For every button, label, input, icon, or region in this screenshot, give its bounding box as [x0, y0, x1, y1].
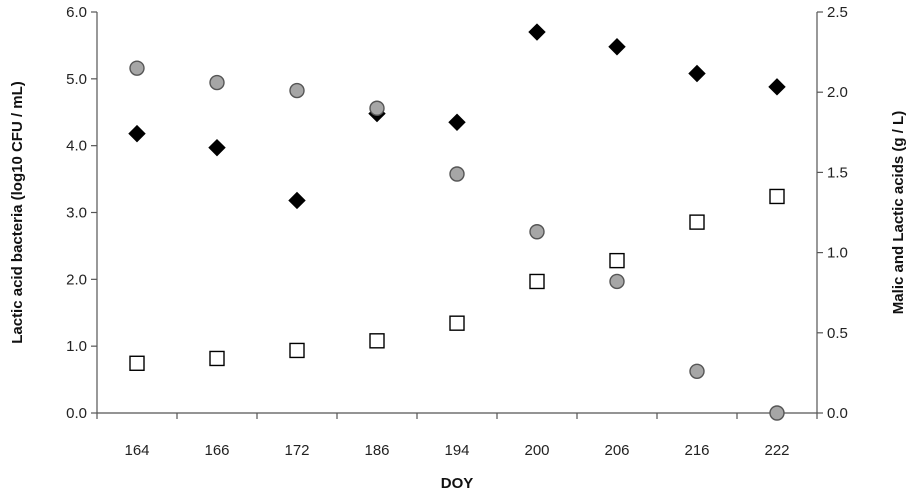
left-tick-label: 4.0	[66, 138, 87, 155]
diamond-point	[528, 23, 546, 41]
x-tick-label: 172	[284, 442, 309, 459]
diamond-point	[128, 124, 146, 143]
x-tick-label: 206	[604, 442, 629, 459]
left-tick-label: 1.0	[66, 338, 87, 355]
circle-point	[129, 60, 145, 76]
left-tick-label: 6.0	[66, 4, 87, 21]
diamond-point	[448, 113, 466, 131]
left-tick-label: 2.0	[66, 271, 87, 288]
x-tick-label: 194	[444, 442, 469, 459]
square-point	[529, 273, 545, 290]
circle-point	[369, 100, 385, 116]
right-tick-label: 0.5	[827, 325, 848, 342]
circle-point	[289, 82, 305, 99]
square-point	[689, 214, 705, 230]
right-tick-label: 0.0	[827, 405, 848, 422]
data-marks	[128, 23, 786, 421]
circle-point	[529, 224, 545, 240]
circle-point	[609, 273, 625, 290]
axes	[91, 11, 823, 419]
x-tick-label: 166	[204, 442, 229, 459]
x-tick-label: 200	[524, 442, 549, 459]
right-tick-label: 1.5	[827, 164, 848, 181]
left-tick-label: 3.0	[66, 205, 87, 222]
square-point	[769, 188, 785, 205]
x-tick-label: 164	[124, 442, 149, 459]
diamond-point	[288, 191, 306, 210]
left-tick-label: 0.0	[66, 405, 87, 422]
x-tick-label: 222	[764, 442, 789, 459]
square-point	[369, 333, 385, 349]
square-point	[129, 355, 145, 371]
left-tick-label: 5.0	[66, 71, 87, 88]
tick-labels: 0.0 1.0 2.0 3.0 4.0 5.0 6.0 0.0 0.5 1.0 1.5 2.0 2.5 1…	[66, 4, 848, 459]
circle-point	[769, 405, 785, 421]
x-axis-title: DOY	[441, 475, 474, 492]
circle-point	[689, 363, 705, 379]
x-tick-label: 216	[684, 442, 709, 459]
right-tick-label: 2.0	[827, 84, 848, 101]
x-tick-label: 186	[364, 442, 389, 459]
right-tick-label: 1.0	[827, 245, 848, 262]
square-point	[289, 342, 305, 359]
diamond-point	[688, 64, 706, 83]
diamond-point	[208, 138, 226, 157]
square-point	[449, 315, 465, 331]
diamond-point	[608, 38, 626, 56]
y-axis-title: Lactic acid bacteria (log10 CFU / mL)	[9, 81, 26, 344]
right-tick-label: 2.5	[827, 4, 848, 21]
square-point	[209, 350, 225, 367]
square-point	[609, 252, 625, 269]
circle-point	[449, 166, 465, 182]
y2-axis-title: Malic and Lactic acids (g / L)	[890, 111, 907, 314]
diamond-point	[768, 78, 786, 96]
circle-point	[209, 74, 225, 91]
